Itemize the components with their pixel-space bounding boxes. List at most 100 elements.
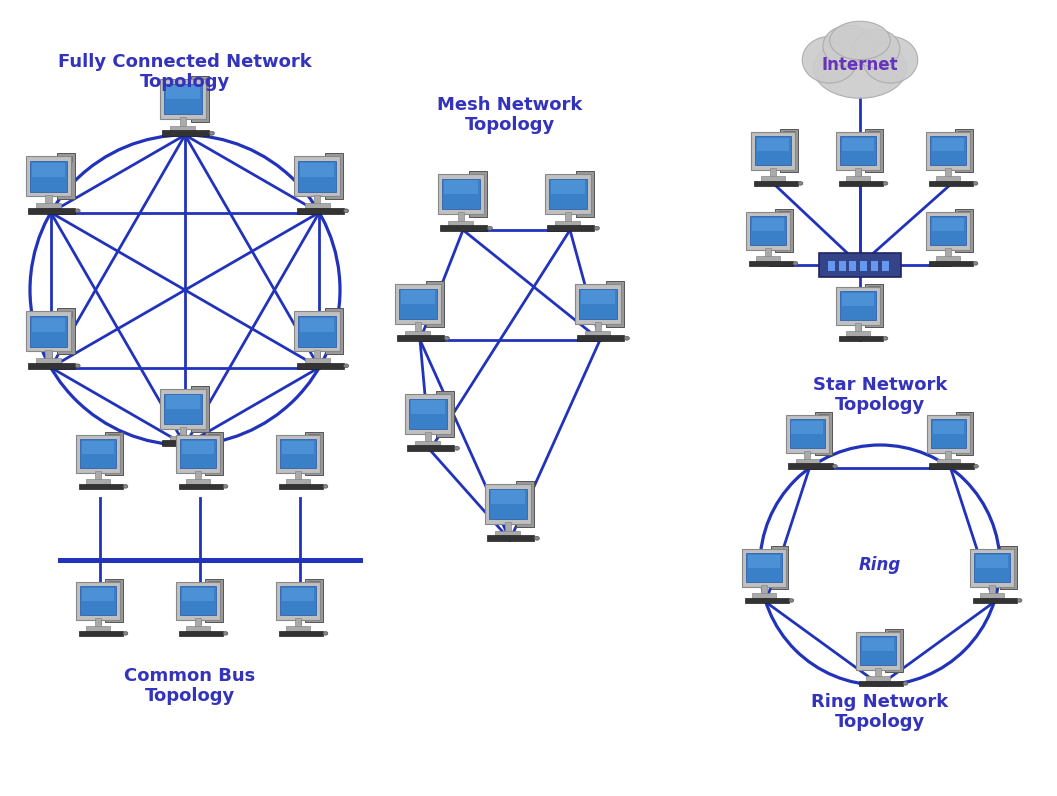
FancyBboxPatch shape: [328, 323, 340, 326]
FancyBboxPatch shape: [328, 311, 340, 318]
FancyBboxPatch shape: [980, 593, 1004, 598]
FancyBboxPatch shape: [286, 479, 310, 484]
FancyBboxPatch shape: [929, 181, 973, 186]
FancyBboxPatch shape: [930, 419, 966, 448]
FancyBboxPatch shape: [930, 217, 966, 245]
FancyBboxPatch shape: [869, 298, 879, 302]
FancyBboxPatch shape: [792, 421, 823, 434]
FancyBboxPatch shape: [838, 261, 846, 271]
FancyBboxPatch shape: [860, 261, 867, 271]
FancyBboxPatch shape: [208, 442, 220, 445]
FancyBboxPatch shape: [429, 295, 441, 299]
FancyBboxPatch shape: [106, 432, 123, 475]
FancyBboxPatch shape: [519, 496, 531, 499]
FancyBboxPatch shape: [177, 435, 220, 473]
FancyBboxPatch shape: [746, 553, 782, 583]
FancyBboxPatch shape: [80, 587, 116, 615]
FancyBboxPatch shape: [945, 168, 951, 178]
FancyBboxPatch shape: [796, 459, 819, 464]
FancyBboxPatch shape: [485, 484, 531, 524]
FancyBboxPatch shape: [487, 536, 535, 541]
FancyBboxPatch shape: [439, 405, 450, 409]
FancyBboxPatch shape: [756, 256, 780, 261]
FancyBboxPatch shape: [182, 588, 214, 601]
Ellipse shape: [487, 226, 493, 230]
FancyBboxPatch shape: [959, 223, 969, 226]
FancyBboxPatch shape: [956, 412, 973, 455]
FancyBboxPatch shape: [86, 626, 110, 630]
FancyBboxPatch shape: [439, 401, 450, 405]
FancyBboxPatch shape: [496, 531, 520, 536]
FancyBboxPatch shape: [426, 281, 444, 326]
FancyBboxPatch shape: [752, 132, 795, 170]
FancyBboxPatch shape: [328, 164, 340, 167]
FancyBboxPatch shape: [82, 441, 114, 454]
Text: Fully Connected Network
Topology: Fully Connected Network Topology: [58, 53, 312, 92]
FancyBboxPatch shape: [516, 481, 534, 527]
FancyBboxPatch shape: [106, 579, 123, 622]
FancyBboxPatch shape: [819, 253, 901, 277]
FancyBboxPatch shape: [959, 422, 970, 425]
FancyBboxPatch shape: [441, 225, 487, 232]
FancyBboxPatch shape: [444, 180, 478, 194]
FancyBboxPatch shape: [945, 248, 951, 257]
FancyBboxPatch shape: [489, 489, 526, 519]
FancyBboxPatch shape: [280, 587, 316, 615]
FancyBboxPatch shape: [326, 154, 344, 199]
FancyBboxPatch shape: [840, 291, 876, 320]
Ellipse shape: [124, 631, 128, 635]
FancyBboxPatch shape: [177, 582, 220, 620]
FancyBboxPatch shape: [166, 85, 200, 100]
FancyBboxPatch shape: [45, 350, 52, 359]
FancyBboxPatch shape: [609, 291, 620, 295]
FancyBboxPatch shape: [804, 451, 811, 460]
FancyBboxPatch shape: [842, 138, 874, 151]
Ellipse shape: [853, 29, 900, 68]
FancyBboxPatch shape: [838, 181, 883, 186]
FancyBboxPatch shape: [772, 546, 789, 589]
FancyBboxPatch shape: [775, 560, 785, 564]
FancyBboxPatch shape: [959, 142, 969, 146]
FancyBboxPatch shape: [298, 316, 336, 347]
FancyBboxPatch shape: [850, 261, 856, 271]
FancyBboxPatch shape: [59, 164, 72, 167]
FancyBboxPatch shape: [109, 593, 119, 596]
FancyBboxPatch shape: [959, 219, 969, 222]
FancyBboxPatch shape: [748, 555, 780, 568]
Ellipse shape: [124, 485, 128, 488]
FancyBboxPatch shape: [179, 483, 223, 490]
FancyBboxPatch shape: [208, 582, 220, 587]
FancyBboxPatch shape: [208, 446, 220, 450]
FancyBboxPatch shape: [609, 295, 620, 299]
Ellipse shape: [75, 209, 80, 213]
FancyBboxPatch shape: [435, 391, 453, 436]
FancyBboxPatch shape: [59, 318, 72, 322]
Ellipse shape: [789, 599, 794, 603]
FancyBboxPatch shape: [775, 556, 785, 560]
FancyBboxPatch shape: [78, 483, 123, 490]
Ellipse shape: [973, 465, 979, 468]
FancyBboxPatch shape: [469, 171, 487, 217]
FancyBboxPatch shape: [194, 618, 201, 627]
FancyBboxPatch shape: [30, 161, 68, 192]
FancyBboxPatch shape: [551, 180, 585, 194]
FancyBboxPatch shape: [1003, 560, 1014, 564]
FancyBboxPatch shape: [471, 174, 484, 180]
FancyBboxPatch shape: [208, 589, 220, 592]
FancyBboxPatch shape: [818, 426, 829, 429]
FancyBboxPatch shape: [309, 442, 319, 445]
FancyBboxPatch shape: [836, 132, 879, 170]
FancyBboxPatch shape: [80, 439, 116, 468]
FancyBboxPatch shape: [95, 618, 100, 627]
FancyBboxPatch shape: [519, 491, 531, 495]
FancyBboxPatch shape: [838, 336, 883, 341]
FancyBboxPatch shape: [869, 139, 879, 142]
FancyBboxPatch shape: [286, 626, 310, 630]
FancyBboxPatch shape: [405, 331, 430, 336]
Ellipse shape: [444, 337, 449, 340]
FancyBboxPatch shape: [575, 284, 620, 324]
FancyBboxPatch shape: [305, 579, 322, 622]
FancyBboxPatch shape: [411, 400, 445, 414]
FancyBboxPatch shape: [586, 331, 610, 336]
FancyBboxPatch shape: [926, 132, 969, 170]
